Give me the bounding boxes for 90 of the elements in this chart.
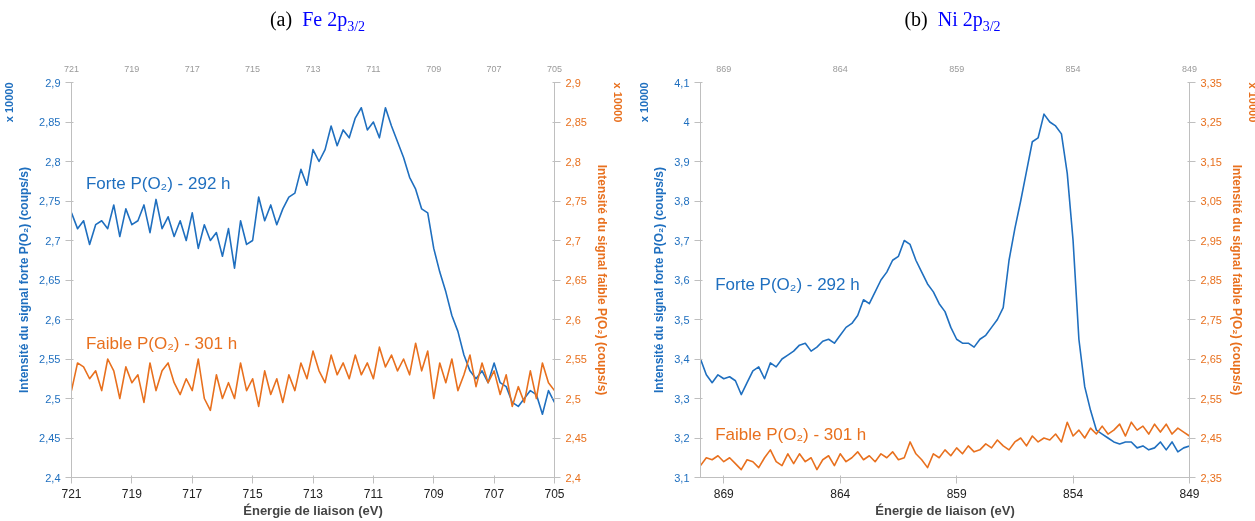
x-tick-label: 859: [946, 486, 967, 501]
y2-tick-label: 2,55: [565, 353, 587, 365]
chart-title: (a) Fe 2p$_{3/2}$: [269, 8, 366, 34]
y-tick-label: 2,8: [45, 155, 61, 168]
y-tick-label: 3,4: [674, 353, 690, 365]
y-tick-label: 3,8: [674, 195, 690, 207]
y2-tick-label: 2,65: [565, 274, 587, 286]
y-tick-label: 4,1: [674, 76, 690, 89]
x2-tick-label: 711: [366, 63, 381, 74]
x2-tick-label: 864: [832, 63, 848, 74]
y2-tick-label: 2,85: [565, 116, 587, 128]
y-tick-label: 3,2: [674, 432, 690, 444]
y2-tick-label: 2,4: [565, 471, 581, 484]
series-label: Faible P(O₂) - 301 h: [715, 424, 867, 444]
y2-tick-label: 2,65: [1200, 353, 1222, 365]
x-tick-label: 707: [484, 486, 505, 501]
y-tick-label: 2,5: [45, 392, 61, 405]
series-label: Forte P(O₂) - 292 h: [85, 174, 231, 194]
y-axis-title: Intensité du signal forte P(O₂) (coups/s): [652, 166, 667, 394]
y2-tick-label: 2,45: [565, 432, 587, 444]
text: x 10000: [637, 82, 650, 123]
y2-tick-label: 2,75: [565, 195, 587, 207]
y-axis-title: Intensité du signal forte P(O₂) (coups/s): [17, 166, 32, 394]
y2-tick-label: 3,35: [1200, 76, 1222, 89]
x2-tick-label: 707: [486, 63, 502, 74]
text: x 10000: [2, 82, 15, 123]
y-tick-label: 2,85: [39, 116, 61, 128]
x2-tick-label: 705: [546, 63, 563, 74]
y-tick-label: 2,55: [39, 353, 61, 365]
x2-tick-label: 854: [1065, 63, 1081, 74]
x2-tick-label: 717: [184, 63, 200, 74]
x-tick-label: 721: [61, 486, 82, 501]
y2-tick-label: 2,85: [1200, 274, 1222, 286]
y2-tick-label: 2,9: [565, 76, 581, 89]
x-axis-title: Énergie de liaison (eV): [243, 502, 383, 518]
y2-tick-label: 2,75: [1200, 313, 1222, 326]
x2-tick-label: 719: [124, 63, 140, 74]
y-tick-label: 2,6: [45, 313, 61, 326]
y-tick-label: 3,5: [674, 313, 690, 326]
y-tick-label: 2,65: [39, 274, 61, 286]
y2-tick-label: 3,15: [1200, 155, 1222, 168]
x-tick-label: 719: [121, 486, 143, 501]
y-tick-label: 3,3: [674, 392, 690, 405]
x-tick-label: 713: [302, 486, 324, 501]
x-tick-label: 715: [242, 486, 263, 501]
x-tick-label: 849: [1179, 486, 1200, 501]
y-tick-label: 2,7: [45, 234, 61, 247]
series-label: Faible P(O₂) - 301 h: [85, 334, 238, 353]
line-series: [700, 113, 1190, 453]
x-tick-label: 705: [544, 486, 565, 501]
y-tick-label: 2,45: [39, 432, 61, 444]
x2-tick-label: 715: [245, 63, 261, 74]
series-label: Forte P(O₂) - 292 h: [715, 274, 860, 294]
y2-tick-label: 2,8: [565, 155, 581, 168]
y2-tick-label: 3,05: [1200, 195, 1222, 207]
x2-tick-label: 713: [305, 63, 321, 74]
x2-tick-label: 849: [1181, 63, 1198, 74]
x-tick-label: 709: [423, 486, 445, 501]
y-tick-label: 3,1: [674, 471, 690, 484]
y2-tick-label: 3,25: [1200, 116, 1222, 128]
line-series: [700, 421, 1190, 471]
x2-tick-label: 709: [426, 63, 442, 74]
x-tick-label: 864: [830, 486, 851, 501]
chart-title: (b) Ni 2p$_{3/2}$: [904, 8, 1001, 34]
x2-tick-label: 869: [716, 63, 732, 74]
y2-tick-label: 2,45: [1200, 432, 1222, 444]
y2-tick-label: 2,5: [565, 392, 581, 405]
line-series: [71, 106, 555, 416]
y-tick-label: 3,6: [674, 274, 690, 286]
y-tick-label: 4: [683, 116, 690, 128]
y2-axis-title: Intensité du signal faible P(O₂) (coups/s): [1229, 164, 1244, 396]
y-tick-label: 3,7: [674, 234, 690, 247]
x-tick-label: 711: [363, 486, 384, 501]
y2-tick-label: 2,35: [1200, 471, 1222, 484]
y-tick-label: 2,4: [45, 471, 61, 484]
y-tick-label: 2,75: [39, 195, 61, 207]
x-tick-label: 854: [1063, 486, 1084, 501]
x-tick-label: 717: [182, 486, 203, 501]
x-axis-title: Énergie de liaison (eV): [875, 502, 1015, 518]
y2-tick-label: 2,7: [565, 234, 581, 247]
y-tick-label: 2,9: [45, 76, 61, 89]
y2-tick-label: 2,55: [1200, 392, 1222, 405]
text: x 10000: [611, 82, 624, 123]
x2-tick-label: 859: [949, 63, 965, 74]
x2-tick-label: 721: [63, 63, 80, 74]
y-tick-label: 3,9: [674, 155, 690, 168]
y2-tick-label: 2,6: [565, 313, 581, 326]
y2-axis-title: Intensité du signal faible P(O₂) (coups/s): [594, 164, 609, 396]
x-tick-label: 869: [713, 486, 735, 501]
y2-tick-label: 2,95: [1200, 234, 1222, 247]
